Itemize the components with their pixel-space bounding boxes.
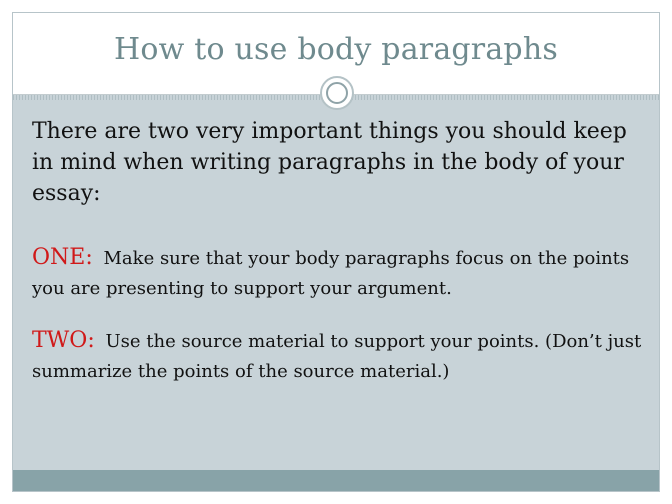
point-two-text: Use the source material to support your … bbox=[32, 331, 642, 382]
point-two: TWO: Use the source material to support … bbox=[32, 326, 644, 387]
footer-bar bbox=[13, 470, 659, 491]
intro-text: There are two very important things you … bbox=[32, 119, 627, 206]
slide-content: There are two very important things you … bbox=[32, 116, 644, 409]
point-one-label: ONE: bbox=[32, 245, 93, 270]
circle-ornament-icon bbox=[320, 76, 354, 110]
slide: How to use body paragraphs There are two… bbox=[12, 12, 660, 492]
point-two-label: TWO: bbox=[32, 328, 95, 353]
point-one: ONE: Make sure that your body paragraphs… bbox=[32, 243, 644, 304]
point-one-text: Make sure that your body paragraphs focu… bbox=[32, 248, 630, 299]
slide-title: How to use body paragraphs bbox=[114, 32, 558, 67]
